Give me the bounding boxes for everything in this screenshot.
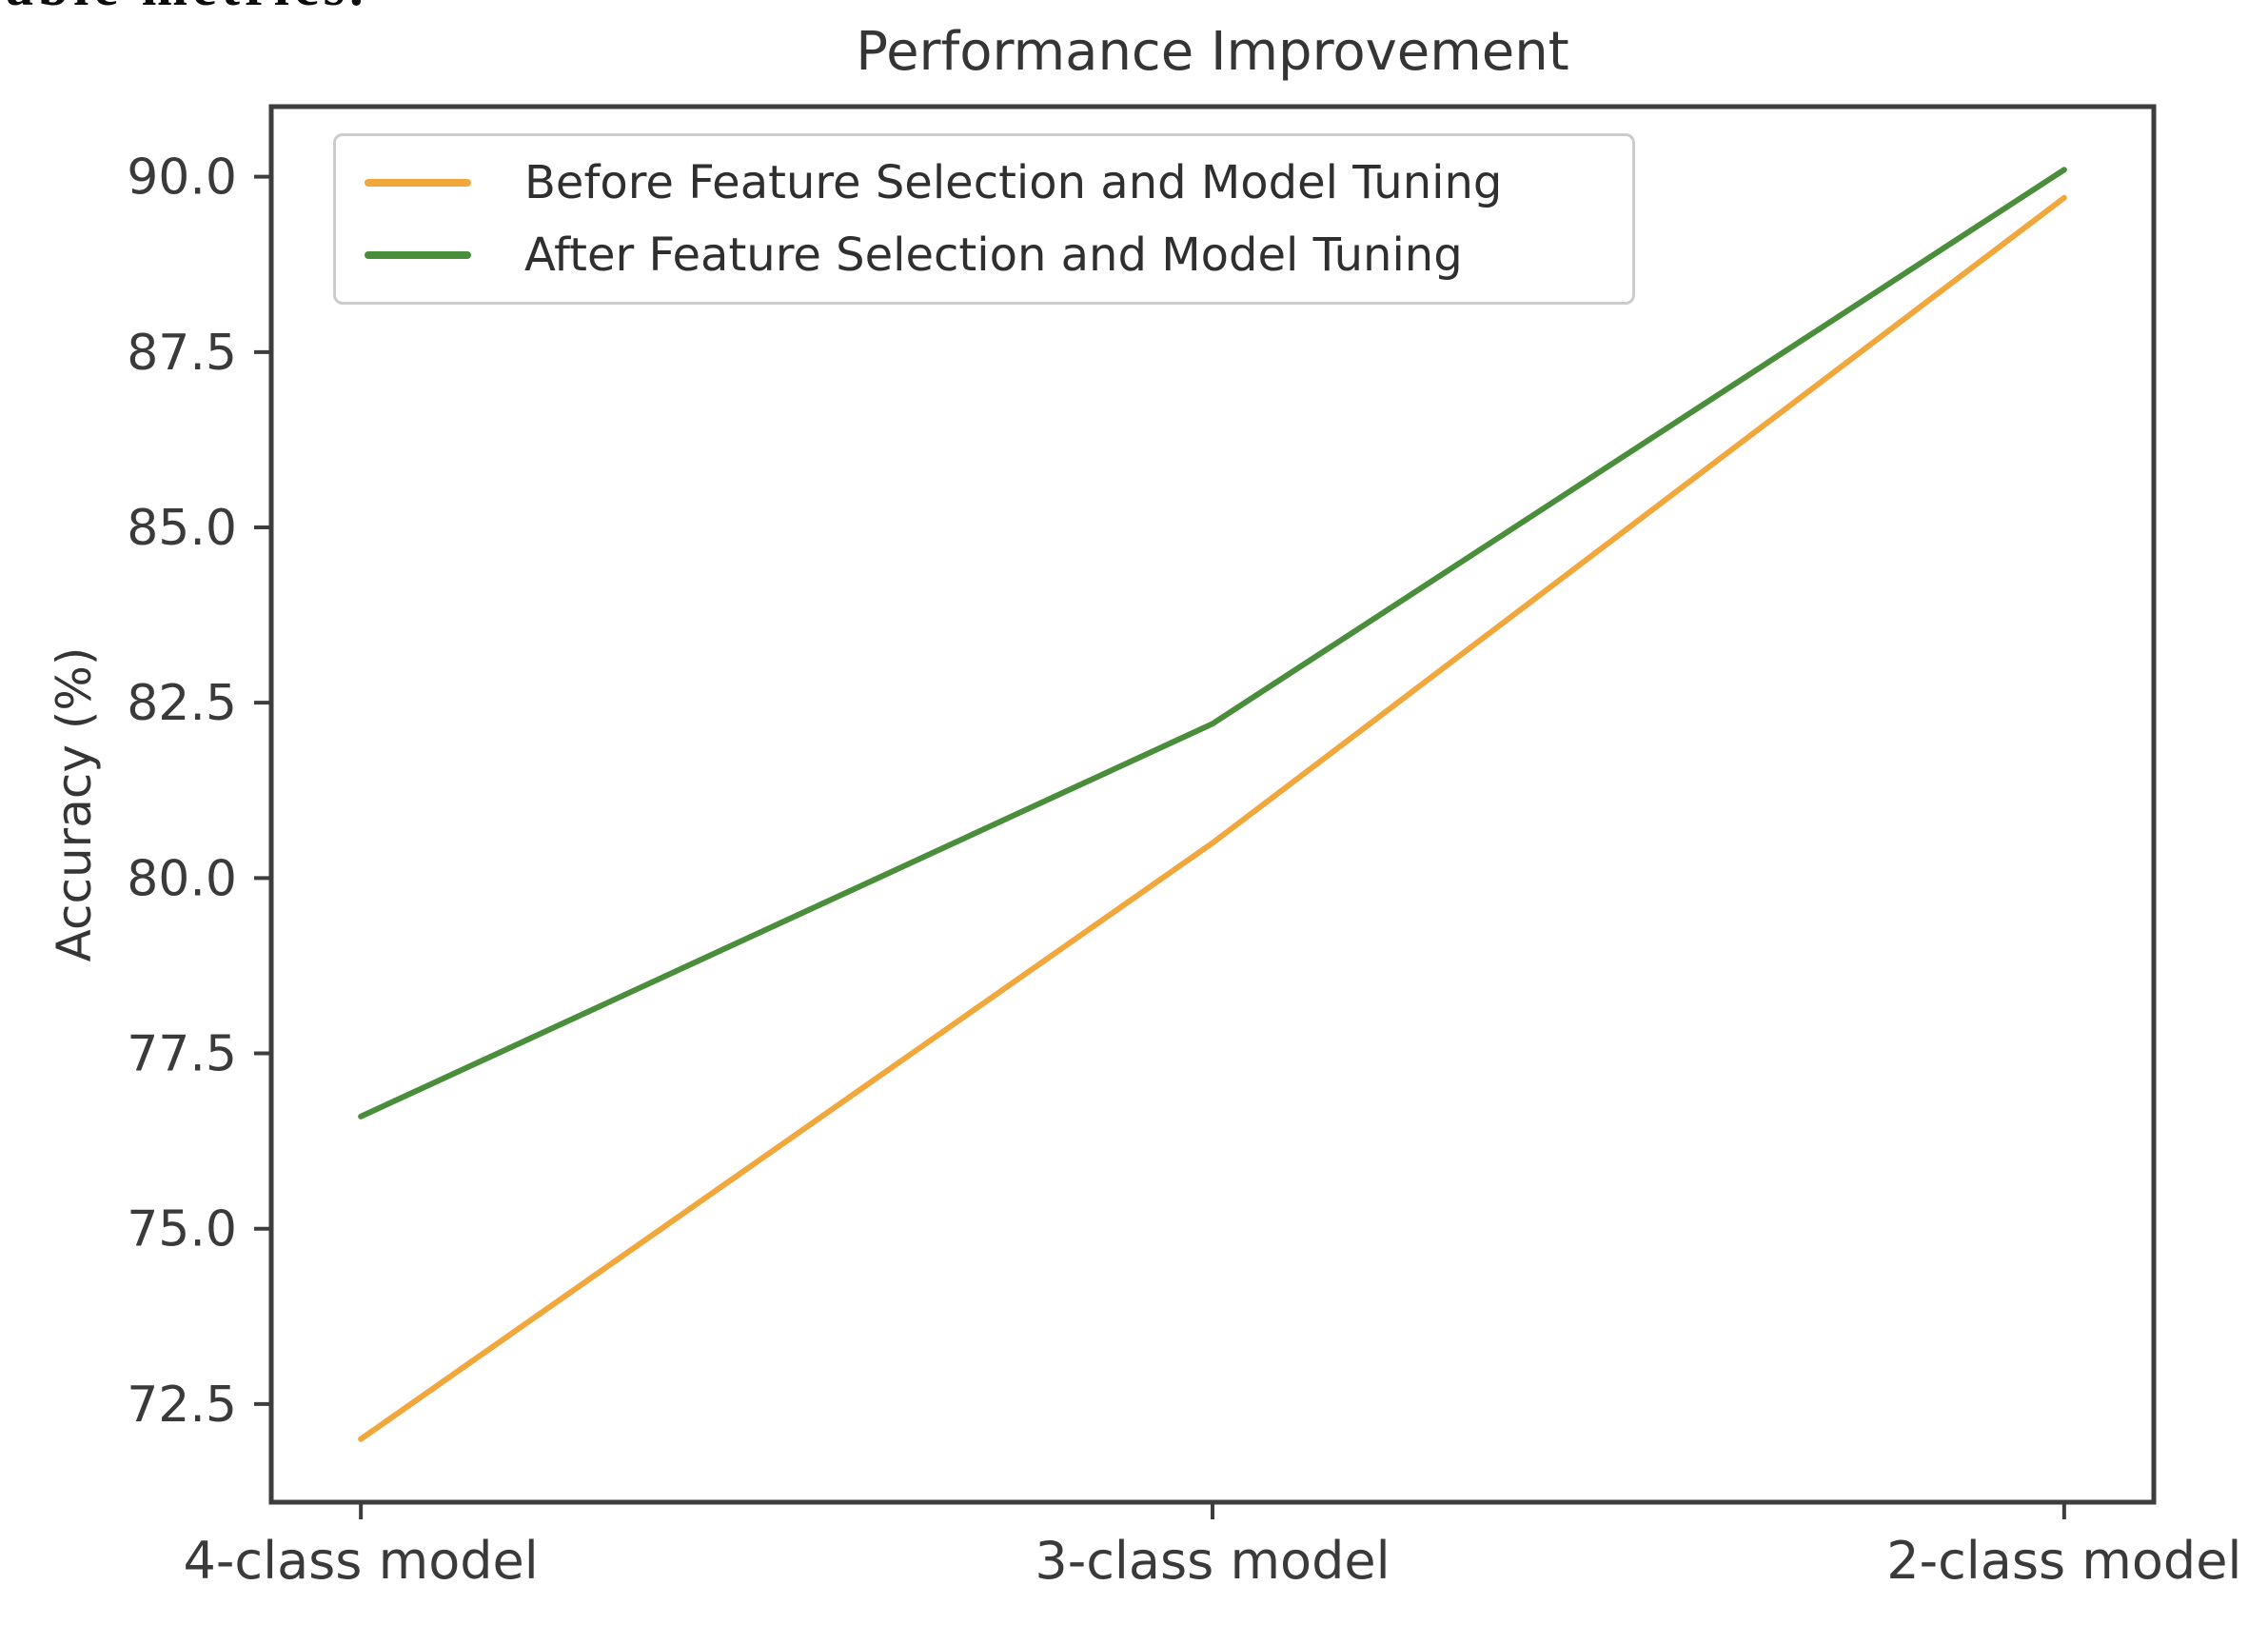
legend-row-before: Before Feature Selection and Model Tunin… — [365, 156, 1632, 209]
legend: Before Feature Selection and Model Tunin… — [333, 133, 1635, 305]
y-tick-label: 72.5 — [127, 1377, 237, 1434]
plot-spines — [268, 104, 2157, 1505]
clipped-text-content: able metrics. — [6, 0, 596, 17]
x-tick-label: 2-class model — [1886, 1531, 2241, 1591]
y-tick-label: 80.0 — [127, 850, 237, 907]
y-tick-label: 87.5 — [127, 325, 237, 382]
legend-row-after: After Feature Selection and Model Tuning — [365, 228, 1632, 282]
data-line-after — [358, 167, 2067, 1120]
legend-line-swatch-before — [365, 178, 471, 187]
x-tick-label: 3-class model — [1035, 1531, 1390, 1591]
data-line-before — [358, 194, 2067, 1442]
clipped-text-fragment: able metrics. — [6, 0, 596, 17]
legend-label-after: After Feature Selection and Model Tuning — [524, 228, 1463, 283]
y-tick-label: 85.0 — [127, 500, 237, 557]
legend-line-swatch-after — [365, 251, 471, 260]
legend-label-before: Before Feature Selection and Model Tunin… — [524, 155, 1503, 209]
y-tick-label: 90.0 — [127, 149, 237, 207]
y-tick-label: 77.5 — [127, 1026, 237, 1083]
chart-title: Performance Improvement — [856, 21, 1569, 83]
y-tick-label: 82.5 — [127, 675, 237, 732]
y-tick-label: 75.0 — [127, 1201, 237, 1258]
x-tick-label: 4-class model — [184, 1531, 539, 1591]
